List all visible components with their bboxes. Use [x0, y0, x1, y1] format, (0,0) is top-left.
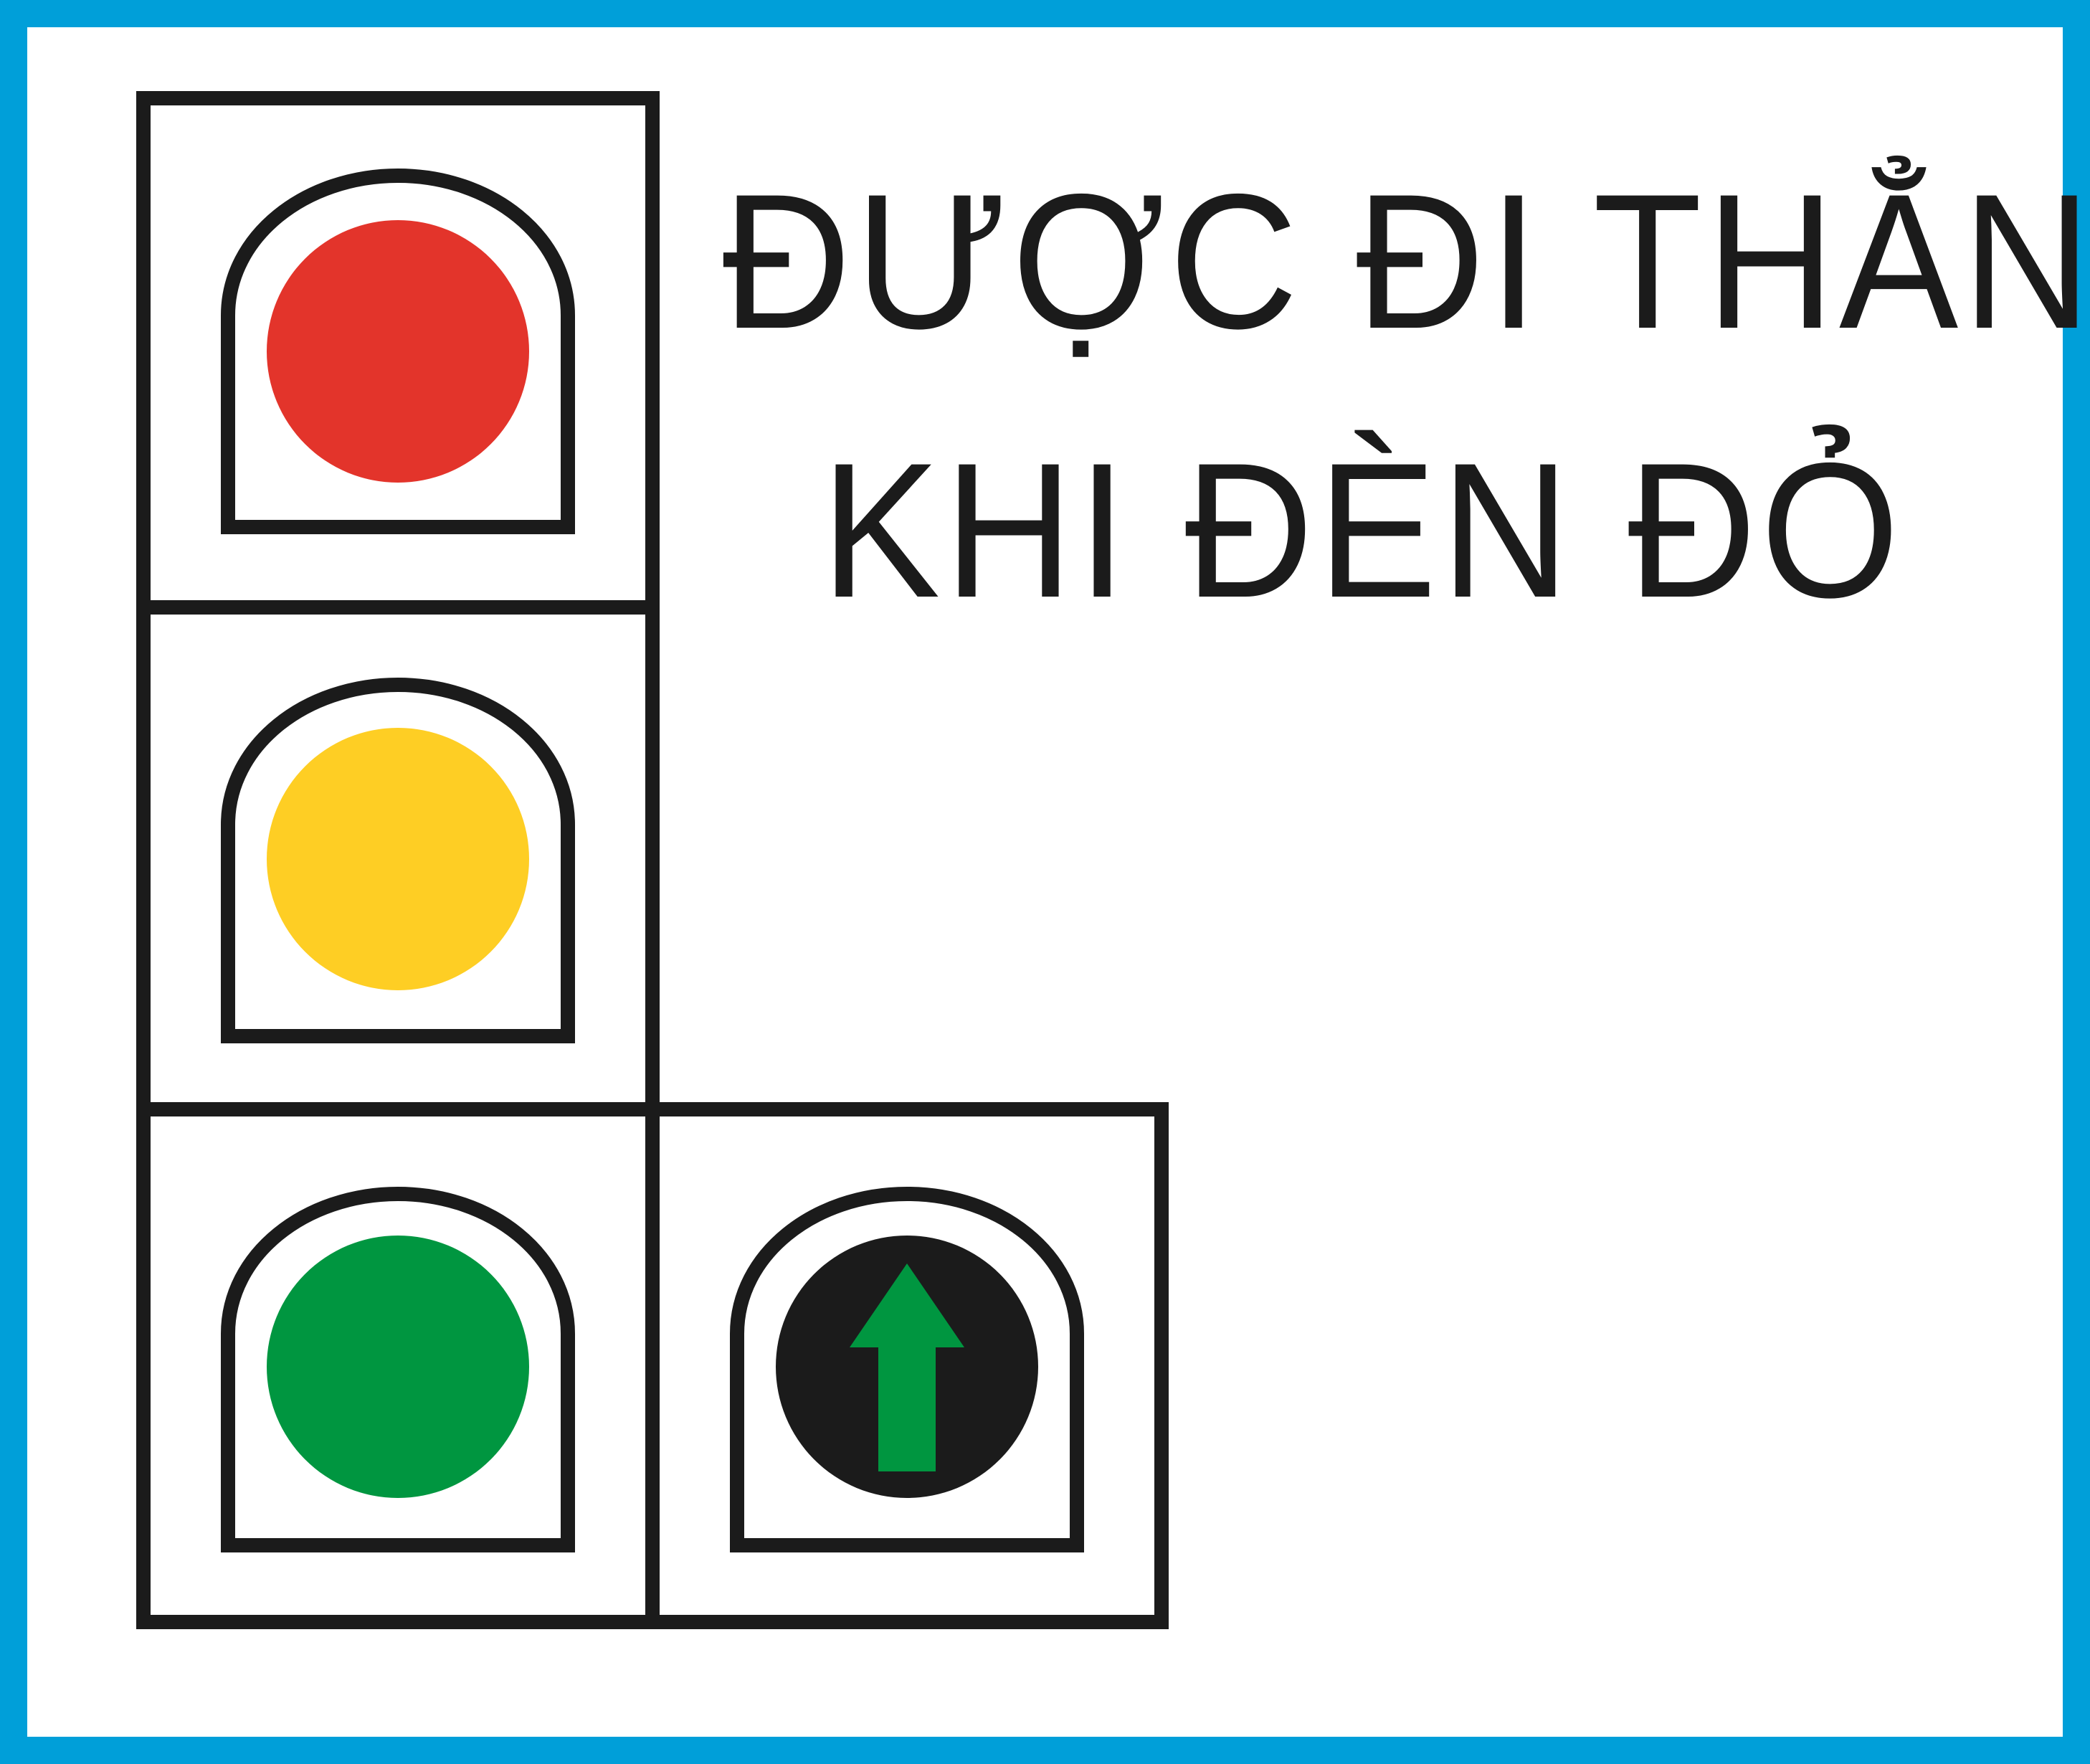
yellow-light [267, 728, 529, 990]
red-light [267, 220, 529, 483]
red-light-visor [221, 168, 575, 534]
arrow-light-housing [645, 1102, 1169, 1629]
arrow-light-visor [730, 1186, 1084, 1552]
sign-text-line-2: KHI ĐÈN ĐỎ [821, 422, 1904, 637]
arrow-up-icon [850, 1263, 964, 1471]
yellow-light-visor [221, 677, 575, 1043]
green-light-visor [221, 1186, 575, 1552]
sign-text-line-1: ĐƯỢC ĐI THẲNG [722, 153, 2090, 369]
green-light [267, 1236, 529, 1498]
